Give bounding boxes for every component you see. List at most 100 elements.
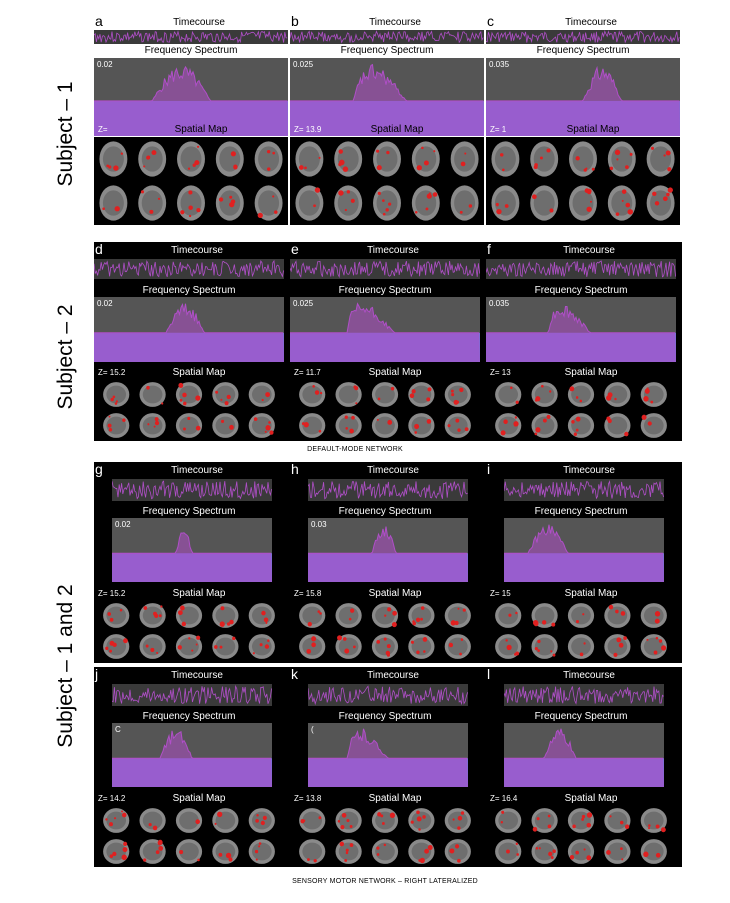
spatial-map-slices	[290, 137, 484, 225]
spatial-map-title: Spatial Map	[370, 124, 424, 135]
z-value: Z= 13	[490, 368, 511, 377]
ica-panel-a: a Timecourse Frequency Spectrum 0.02 Spa…	[94, 13, 288, 225]
z-value: Z= 15.8	[294, 589, 322, 598]
timecourse-title: Timecourse	[565, 17, 617, 28]
frequency-spectrum-plot: (	[308, 723, 468, 787]
ica-panel-i: i Timecourse Frequency Spectrum Spatial …	[486, 462, 676, 672]
spatial-map-slices	[98, 805, 280, 867]
timecourse-title: Timecourse	[563, 245, 615, 256]
z-value: Z= 11.7	[294, 368, 321, 377]
frequency-spectrum-title: Frequency Spectrum	[338, 285, 432, 296]
timecourse-plot	[94, 259, 284, 279]
timecourse-plot	[94, 30, 288, 44]
frequency-spectrum-plot: 0.02	[94, 297, 284, 362]
spatial-map-slices	[490, 805, 672, 867]
panel-letter: b	[291, 13, 299, 29]
spatial-map-title: Spatial Map	[368, 367, 422, 378]
frequency-spectrum-plot: 0.025	[290, 297, 480, 362]
spatial-map-title: Spatial Map	[172, 793, 226, 804]
timecourse-title: Timecourse	[563, 465, 615, 476]
frequency-spectrum-plot: 0.035	[486, 297, 676, 362]
caption-default-mode: DEFAULT-MODE NETWORK	[307, 446, 403, 453]
timecourse-title: Timecourse	[369, 17, 421, 28]
peak-value: 0.02	[97, 60, 113, 69]
frequency-spectrum-title: Frequency Spectrum	[142, 506, 236, 517]
z-value: Z= 15.2	[98, 589, 126, 598]
spatial-map-slices	[294, 600, 476, 662]
row-label-subject-1: Subject – 1	[54, 81, 77, 187]
peak-value: 0.03	[311, 520, 327, 529]
peak-value: 0.035	[489, 60, 510, 69]
timecourse-title: Timecourse	[171, 670, 223, 681]
ica-panel-f: f Timecourse Frequency Spectrum 0.035 Sp…	[486, 242, 676, 452]
frequency-spectrum-plot: 0.02	[94, 58, 288, 136]
spatial-map-title: Spatial Map	[368, 588, 422, 599]
frequency-spectrum-title: Frequency Spectrum	[142, 285, 236, 296]
spatial-map-slices	[98, 379, 280, 441]
row-label-subject-2: Subject – 2	[54, 304, 77, 410]
peak-value: 0.035	[489, 299, 510, 308]
z-value: Z= 14.2	[98, 794, 126, 803]
spatial-map-title: Spatial Map	[566, 124, 620, 135]
timecourse-title: Timecourse	[563, 670, 615, 681]
timecourse-title: Timecourse	[171, 245, 223, 256]
frequency-spectrum-plot: 0.025	[290, 58, 484, 136]
panel-letter: e	[291, 241, 299, 257]
spatial-map-slices	[490, 379, 672, 441]
frequency-spectrum-title: Frequency Spectrum	[144, 45, 238, 56]
ica-panel-h: h Timecourse Frequency Spectrum 0.03 Spa…	[290, 462, 480, 672]
peak-value: 0.02	[115, 520, 131, 529]
panel-letter: k	[291, 666, 298, 682]
peak-value: (	[311, 725, 314, 734]
frequency-spectrum-plot: 0.035	[486, 58, 680, 136]
spatial-map-slices	[98, 600, 280, 662]
timecourse-plot	[290, 259, 480, 279]
spatial-map-slices	[94, 137, 288, 225]
z-value: Z= 15	[490, 589, 511, 598]
spatial-map-title: Spatial Map	[368, 793, 422, 804]
ica-panel-k: k Timecourse Frequency Spectrum ( Spatia…	[290, 667, 480, 877]
timecourse-plot	[290, 30, 484, 44]
peak-value: 0.025	[293, 60, 314, 69]
spatial-map-slices	[294, 805, 476, 867]
frequency-spectrum-plot	[504, 518, 664, 582]
frequency-spectrum-plot	[504, 723, 664, 787]
frequency-spectrum-title: Frequency Spectrum	[340, 45, 434, 56]
panel-letter: l	[487, 666, 491, 682]
timecourse-plot	[112, 684, 272, 706]
z-value: Z=	[98, 125, 108, 134]
frequency-spectrum-title: Frequency Spectrum	[534, 285, 628, 296]
frequency-spectrum-title: Frequency Spectrum	[534, 506, 628, 517]
timecourse-title: Timecourse	[367, 670, 419, 681]
panel-letter: c	[487, 13, 494, 29]
ica-panel-d: d Timecourse Frequency Spectrum 0.02 Spa…	[94, 242, 284, 452]
spatial-map-title: Spatial Map	[564, 367, 618, 378]
caption-sensory-motor: SENSORY MOTOR NETWORK – RIGHT LATERALIZE…	[292, 878, 478, 885]
ica-panel-b: b Timecourse Frequency Spectrum 0.025 Sp…	[290, 13, 484, 225]
peak-value: 0.025	[293, 299, 314, 308]
spatial-map-slices	[490, 600, 672, 662]
z-value: Z= 1	[490, 125, 507, 134]
spatial-map-title: Spatial Map	[172, 367, 226, 378]
spatial-map-slices	[294, 379, 476, 441]
timecourse-plot	[308, 684, 468, 706]
frequency-spectrum-plot: 0.02	[112, 518, 272, 582]
spatial-map-title: Spatial Map	[564, 793, 618, 804]
panel-letter: a	[95, 13, 103, 29]
ica-panel-l: l Timecourse Frequency Spectrum Spatial …	[486, 667, 676, 877]
panel-letter: i	[487, 461, 491, 477]
frequency-spectrum-title: Frequency Spectrum	[338, 506, 432, 517]
frequency-spectrum-title: Frequency Spectrum	[338, 711, 432, 722]
panel-letter: h	[291, 461, 299, 477]
timecourse-title: Timecourse	[171, 465, 223, 476]
frequency-spectrum-title: Frequency Spectrum	[142, 711, 236, 722]
ica-panel-g: g Timecourse Frequency Spectrum 0.02 Spa…	[94, 462, 284, 672]
timecourse-title: Timecourse	[173, 17, 225, 28]
panel-letter: d	[95, 241, 103, 257]
frequency-spectrum-plot: C	[112, 723, 272, 787]
peak-value: C	[115, 725, 121, 734]
peak-value: 0.02	[97, 299, 113, 308]
spatial-map-title: Spatial Map	[564, 588, 618, 599]
z-value: Z= 16.4	[490, 794, 518, 803]
spatial-map-title: Spatial Map	[172, 588, 226, 599]
